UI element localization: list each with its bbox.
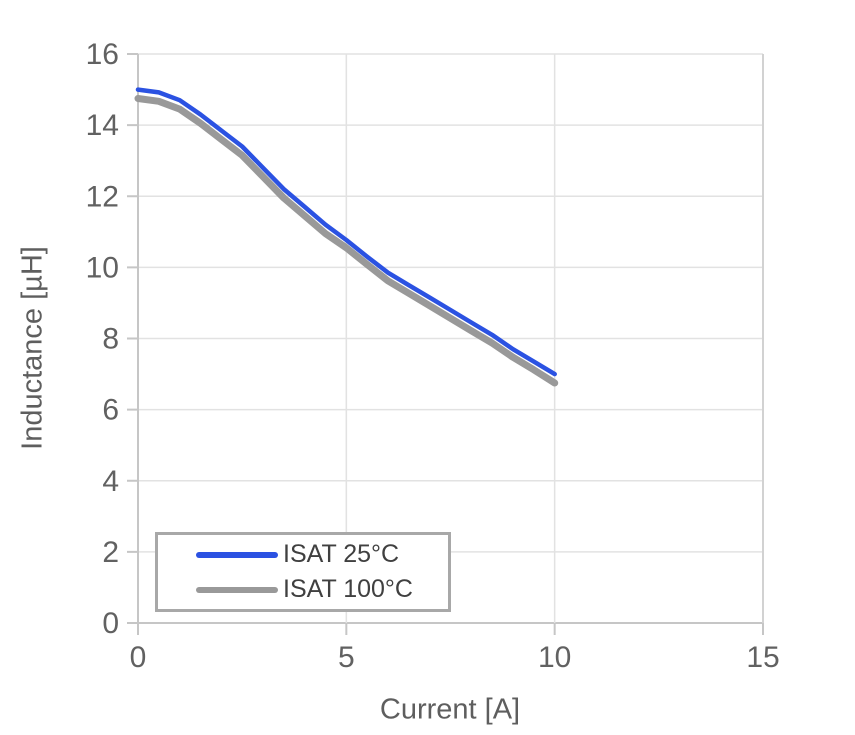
x-tick-label-15: 15 [746,641,779,674]
y-axis-title: Inductance [µH] [16,246,49,450]
y-tick-label-0: 0 [102,607,119,640]
x-tick-label-0: 0 [130,641,147,674]
series-line-1 [134,95,559,387]
y-tick-label-6: 6 [102,394,119,427]
y-tick-label-2: 2 [102,536,119,569]
legend-item-isat-100c: ISAT 100°C [196,572,448,607]
y-tick-label-12: 12 [86,180,119,213]
legend: ISAT 25°C ISAT 100°C [155,532,451,612]
y-tick-label-16: 16 [86,38,119,71]
x-tick-label-5: 5 [338,641,355,674]
x-tick-label-10: 10 [538,641,571,674]
y-tick-label-14: 14 [86,109,119,142]
y-tick-label-4: 4 [102,465,119,498]
legend-swatch-isat-100c [196,586,278,593]
x-axis-title: Current [A] [379,693,521,726]
y-tick-label-8: 8 [102,323,119,356]
y-tick-label-10: 10 [86,251,119,284]
legend-swatch-isat-25c [196,551,278,558]
legend-label-isat-25c: ISAT 25°C [283,540,400,568]
series-line-0 [135,87,557,377]
legend-label-isat-100c: ISAT 100°C [283,575,413,603]
legend-item-isat-25c: ISAT 25°C [196,537,448,572]
